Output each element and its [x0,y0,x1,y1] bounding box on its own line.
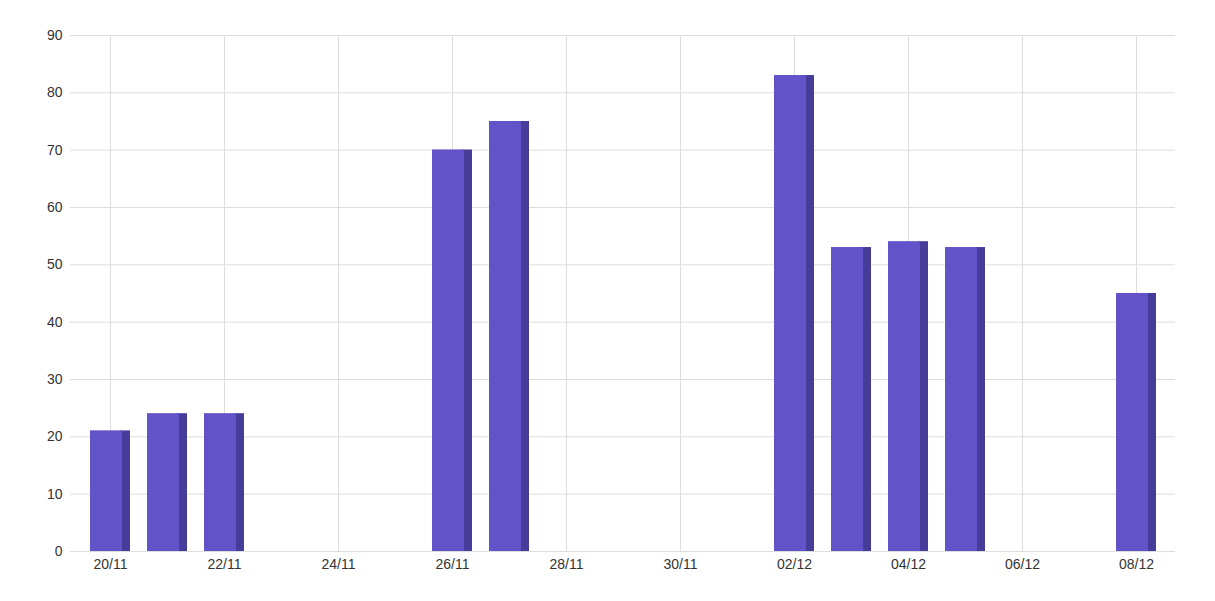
svg-text:02/12: 02/12 [777,556,812,572]
svg-text:20: 20 [47,428,63,444]
svg-text:30: 30 [47,371,63,387]
svg-text:40: 40 [47,314,63,330]
svg-text:24/11: 24/11 [322,556,356,572]
svg-text:50: 50 [47,256,63,272]
svg-text:08/12: 08/12 [1119,556,1154,572]
svg-text:22/11: 22/11 [208,556,242,572]
svg-text:30/11: 30/11 [664,556,698,572]
svg-text:04/12: 04/12 [891,556,926,572]
svg-text:06/12: 06/12 [1005,556,1040,572]
svg-text:90: 90 [47,27,63,43]
svg-text:20/11: 20/11 [94,556,128,572]
svg-text:60: 60 [47,199,63,215]
svg-text:70: 70 [47,142,63,158]
svg-text:80: 80 [47,84,63,100]
svg-text:0: 0 [55,543,63,559]
svg-text:10: 10 [47,486,63,502]
svg-text:26/11: 26/11 [436,556,470,572]
svg-text:28/11: 28/11 [550,556,584,572]
